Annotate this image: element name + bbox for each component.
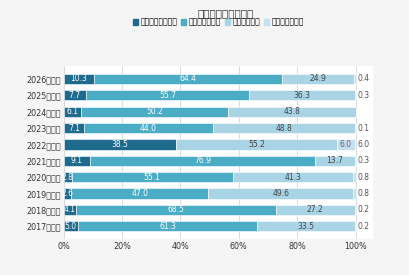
Bar xyxy=(63,156,90,166)
Bar xyxy=(175,139,336,150)
Bar xyxy=(208,188,353,199)
Bar xyxy=(63,188,71,199)
Text: 0.1: 0.1 xyxy=(357,123,369,133)
Bar xyxy=(248,90,354,100)
Text: 38.5: 38.5 xyxy=(111,140,128,149)
Bar xyxy=(63,205,75,215)
Text: 61.3: 61.3 xyxy=(159,222,176,231)
Text: 55.7: 55.7 xyxy=(158,91,175,100)
Text: 5.0: 5.0 xyxy=(65,222,77,231)
Bar xyxy=(90,156,314,166)
Bar xyxy=(63,221,78,231)
Text: 33.5: 33.5 xyxy=(297,222,314,231)
Bar xyxy=(275,205,354,215)
Bar xyxy=(72,172,232,182)
Text: 7.7: 7.7 xyxy=(69,91,81,100)
Bar xyxy=(232,172,353,182)
Bar xyxy=(78,221,256,231)
Bar xyxy=(84,123,212,133)
Bar xyxy=(63,139,175,150)
Text: 47.0: 47.0 xyxy=(131,189,148,198)
Text: 9.1: 9.1 xyxy=(71,156,83,165)
Text: 55.2: 55.2 xyxy=(247,140,264,149)
Bar xyxy=(353,172,355,182)
Bar xyxy=(63,74,93,84)
Text: 6.0: 6.0 xyxy=(339,140,351,149)
Text: 43.8: 43.8 xyxy=(283,107,300,116)
Text: 41.3: 41.3 xyxy=(284,173,301,182)
Bar xyxy=(314,156,354,166)
Text: 10.3: 10.3 xyxy=(70,75,87,83)
Bar xyxy=(93,74,281,84)
Bar xyxy=(212,123,355,133)
Bar xyxy=(336,139,354,150)
Text: 2.8: 2.8 xyxy=(61,173,73,182)
Bar xyxy=(86,90,248,100)
Text: 0.4: 0.4 xyxy=(357,75,369,83)
Bar xyxy=(281,74,353,84)
Bar xyxy=(63,172,72,182)
Text: 0.3: 0.3 xyxy=(357,156,369,165)
Text: 44.0: 44.0 xyxy=(140,123,157,133)
Text: 0.8: 0.8 xyxy=(357,189,369,198)
Bar xyxy=(63,90,86,100)
Text: 0.2: 0.2 xyxy=(357,205,369,215)
Text: 49.6: 49.6 xyxy=(272,189,289,198)
Text: 68.5: 68.5 xyxy=(167,205,184,215)
Text: 27.2: 27.2 xyxy=(306,205,323,215)
Text: 2.6: 2.6 xyxy=(61,189,73,198)
Text: 0.3: 0.3 xyxy=(357,91,369,100)
Bar xyxy=(353,188,355,199)
Text: 13.7: 13.7 xyxy=(326,156,342,165)
Text: 4.1: 4.1 xyxy=(63,205,75,215)
Bar xyxy=(354,156,355,166)
Text: 36.3: 36.3 xyxy=(292,91,310,100)
Bar xyxy=(71,188,208,199)
Bar xyxy=(354,205,355,215)
Legend: 非常に厳しくなる, やや厳しくなる, やや楽になる, 非常に楽になる: 非常に厳しくなる, やや厳しくなる, やや楽になる, 非常に楽になる xyxy=(132,18,303,27)
Text: 6.0: 6.0 xyxy=(356,140,368,149)
Text: 50.2: 50.2 xyxy=(146,107,163,116)
Text: 0.2: 0.2 xyxy=(357,222,369,231)
Text: 64.4: 64.4 xyxy=(179,75,196,83)
Bar xyxy=(81,107,227,117)
Text: 55.1: 55.1 xyxy=(144,173,160,182)
Bar xyxy=(353,74,355,84)
Text: ＜就職戦線の見方＞: ＜就職戦線の見方＞ xyxy=(197,8,253,18)
Text: 24.9: 24.9 xyxy=(309,75,326,83)
Text: 76.9: 76.9 xyxy=(193,156,210,165)
Bar xyxy=(354,221,355,231)
Text: 48.8: 48.8 xyxy=(275,123,292,133)
Text: 0.8: 0.8 xyxy=(357,173,369,182)
Bar xyxy=(75,205,275,215)
Bar xyxy=(354,90,355,100)
Text: 6.1: 6.1 xyxy=(66,107,78,116)
Text: 7.1: 7.1 xyxy=(68,123,80,133)
Bar xyxy=(227,107,355,117)
Bar xyxy=(63,123,84,133)
Bar xyxy=(256,221,354,231)
Bar xyxy=(63,107,81,117)
